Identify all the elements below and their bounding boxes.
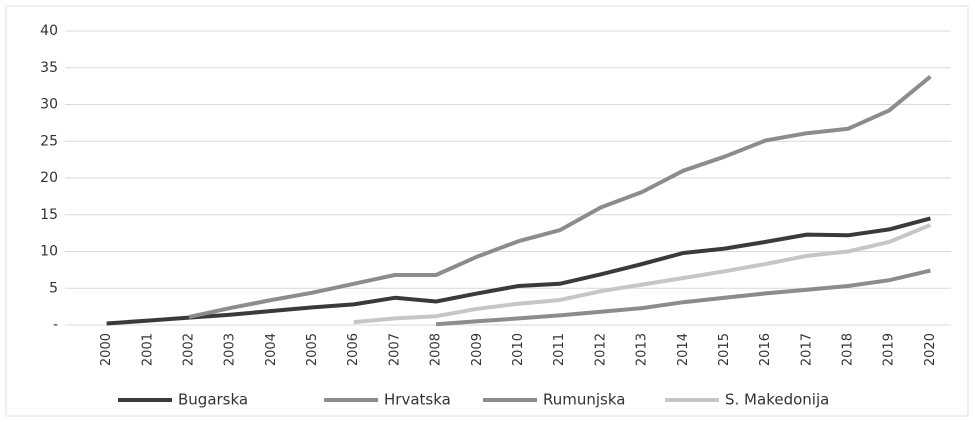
y-tick-label: - (53, 317, 58, 333)
x-tick-label: 2008 (429, 333, 444, 366)
y-tick-label: 30 (40, 97, 58, 113)
series-line (353, 223, 932, 325)
chart-frame (5, 5, 969, 417)
x-tick-label: 2005 (305, 333, 320, 366)
y-tick-label: 35 (40, 60, 58, 76)
series-line (188, 75, 932, 319)
y-tick-label: 15 (40, 207, 58, 223)
x-tick-label: 2011 (552, 333, 567, 366)
y-tick-label: 5 (49, 280, 58, 296)
y-tick-label: 25 (40, 133, 58, 149)
x-tick-label: 2006 (346, 333, 361, 366)
legend-label: Bugarska (178, 391, 248, 409)
x-tick-label: 2004 (264, 333, 279, 366)
x-tick-label: 2015 (717, 333, 732, 366)
x-tick-label: 2019 (882, 333, 897, 366)
y-tick-label: 10 (40, 244, 58, 260)
x-tick-label: 2013 (635, 333, 650, 366)
legend-label: Hrvatska (384, 391, 451, 409)
x-tick-label: 2002 (181, 333, 196, 366)
x-tick-label: 2000 (99, 333, 114, 366)
series-line (435, 268, 931, 327)
legend-label: S. Makedonija (725, 391, 829, 409)
x-tick-label: 2020 (923, 333, 938, 366)
x-tick-label: 2001 (140, 333, 155, 366)
x-tick-label: 2010 (511, 333, 526, 366)
x-tick-label: 2012 (593, 333, 608, 366)
x-tick-label: 2018 (841, 333, 856, 366)
legend-label: Rumunjska (543, 391, 625, 409)
x-tick-label: 2009 (470, 333, 485, 366)
x-tick-label: 2007 (387, 333, 402, 366)
x-tick-label: 2003 (223, 333, 238, 366)
series-line (106, 216, 931, 326)
y-tick-label: 40 (40, 23, 58, 39)
x-tick-label: 2017 (799, 333, 814, 366)
y-tick-label: 20 (40, 170, 58, 186)
x-tick-label: 2014 (676, 333, 691, 366)
x-tick-label: 2016 (758, 333, 773, 366)
